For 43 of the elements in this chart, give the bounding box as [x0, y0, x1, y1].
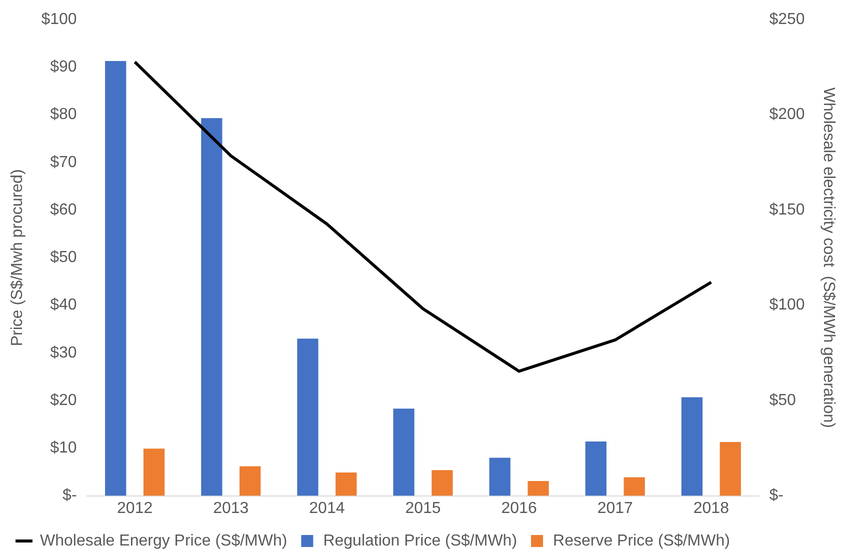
bar [201, 118, 222, 496]
y-tick-label: $60 [50, 201, 77, 218]
x-tick-label: 2015 [405, 500, 441, 517]
bar [528, 481, 549, 496]
bar [143, 448, 165, 496]
x-tick-label: 2017 [597, 500, 634, 517]
x-tick-label: 2016 [501, 500, 537, 517]
y-axis-title: Price (S$/Mwh procured) [9, 169, 26, 346]
y-tick-label: $40 [50, 296, 77, 314]
bar [105, 61, 126, 496]
y2-tick-label: $- [769, 487, 784, 504]
legend-label: Wholesale Energy Price (S$/MWh) [40, 532, 288, 550]
y2-tick-label: $150 [769, 201, 805, 218]
y-tick-label: $30 [50, 344, 77, 362]
y-tick-label: $80 [50, 106, 77, 124]
legend-label: Reserve Price (S$/MWh) [553, 532, 730, 550]
y-tick-label: $100 [41, 11, 77, 28]
y-tick-label: $70 [50, 154, 77, 171]
bar [336, 472, 357, 496]
bar [393, 408, 414, 496]
y-tick-label: $- [62, 487, 77, 504]
bar [489, 458, 510, 496]
bar [720, 442, 741, 496]
y-tick-label: $10 [50, 440, 77, 457]
bar [681, 397, 703, 496]
y-tick-label: $20 [50, 392, 77, 409]
bar [585, 442, 606, 496]
y2-tick-label: $250 [769, 11, 805, 28]
x-tick-label: 2018 [693, 500, 730, 517]
y-tick-label: $90 [50, 58, 77, 76]
bar [624, 477, 645, 496]
y2-axis-title: Wholesale electricity cost (S$/MWh generation) [820, 87, 837, 428]
bar [240, 466, 261, 496]
y-tick-label: $50 [50, 249, 77, 266]
x-tick-label: 2012 [117, 500, 153, 517]
y2-tick-label: $50 [769, 392, 796, 409]
x-tick-label: 2014 [309, 500, 345, 517]
y2-tick-label: $100 [769, 296, 805, 314]
x-tick-label: 2013 [213, 500, 249, 517]
bar [432, 470, 453, 496]
legend-label: Regulation Price (S$/MWh) [323, 532, 518, 550]
bar [297, 338, 318, 496]
y2-tick-label: $200 [769, 106, 805, 124]
